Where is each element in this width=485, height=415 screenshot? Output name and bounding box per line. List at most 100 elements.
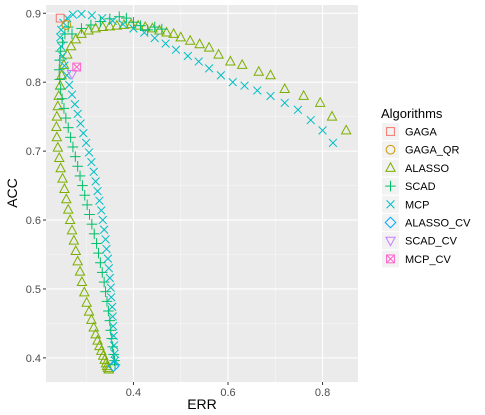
point-mcp (118, 20, 128, 29)
point-scad (106, 333, 117, 344)
point-alasso (53, 151, 65, 162)
y-axis-ticks: 0.4 0.5 0.6 0.7 0.8 0.9 (26, 8, 46, 365)
data-points (50, 9, 352, 374)
point-mcp (101, 235, 110, 244)
major-gridlines (46, 5, 358, 382)
legend-label-gaga: GAGA (405, 127, 437, 139)
point-mcp (107, 302, 117, 312)
y-tick-label: 0.9 (26, 8, 41, 20)
point-mcp (293, 105, 303, 115)
point-scad (53, 64, 65, 76)
point-scad (156, 23, 168, 35)
point-mcp (87, 157, 96, 167)
point-mcp (240, 81, 249, 90)
point-scad (91, 238, 102, 249)
point-alasso (253, 65, 265, 76)
point-alasso (74, 265, 86, 276)
point-mcp (55, 33, 65, 42)
point-scad (74, 170, 86, 182)
point-alasso (58, 182, 70, 193)
point-alasso (340, 124, 352, 135)
point-scad (59, 28, 71, 40)
point-mcp (64, 80, 74, 90)
point-alasso (298, 89, 310, 100)
point-mcp (109, 341, 119, 350)
legend-key-bg-scad-cv (382, 232, 399, 250)
point-scad (70, 151, 81, 162)
point-mcp (108, 312, 117, 321)
legend-key-mcp-cv (386, 254, 395, 264)
point-alasso (326, 110, 338, 121)
point-mcp (62, 71, 72, 80)
point-alasso (65, 40, 77, 51)
point-alasso (76, 27, 87, 38)
point-alasso (52, 141, 64, 152)
point-mcp (318, 126, 327, 135)
point-scad (62, 21, 74, 33)
point-scad (113, 11, 125, 23)
point-scad (57, 36, 68, 48)
point-mcp (280, 98, 289, 108)
point-alasso (70, 244, 82, 255)
point-mcp (183, 51, 193, 61)
point-scad (77, 180, 88, 191)
legend-label-mcp-cv: MCP_CV (405, 254, 452, 266)
point-scad-cv (66, 69, 78, 81)
legend-key-gaga-qr (385, 144, 396, 155)
point-scad (103, 305, 114, 317)
point-mcp (103, 254, 113, 263)
point-alasso (97, 349, 109, 360)
legend-title: Algorithms (381, 106, 443, 121)
y-tick-label: 0.4 (26, 353, 41, 365)
point-alasso (90, 22, 102, 33)
point-mcp (81, 138, 91, 148)
y-tick-label: 0.6 (26, 215, 41, 227)
point-mcp (97, 206, 106, 215)
point-mcp (56, 42, 66, 51)
point-alasso (314, 96, 326, 107)
point-mcp (328, 138, 338, 148)
point-mcp (228, 77, 237, 87)
point-mcp (58, 51, 67, 61)
point-scad (72, 160, 83, 172)
point-alasso (203, 41, 215, 52)
legend-label-mcp: MCP (405, 199, 429, 211)
legend-key-bg-gaga-qr (382, 141, 399, 159)
point-alasso (70, 33, 82, 44)
point-mcp (97, 13, 107, 23)
point-alasso (111, 19, 123, 30)
legend-key-scad-cv (385, 236, 396, 247)
point-mcp (99, 225, 109, 234)
point-mcp (98, 215, 107, 225)
point-scad (84, 209, 95, 220)
point-mcp (161, 39, 170, 48)
point-scad (95, 257, 106, 269)
point-scad (104, 315, 116, 326)
point-mcp (171, 45, 181, 55)
point-alasso (236, 58, 248, 69)
point-alasso (118, 18, 130, 29)
x-axis-title: ERR (187, 396, 217, 412)
point-alasso (168, 27, 180, 38)
point-scad (93, 247, 104, 259)
point-mcp (60, 61, 69, 70)
legend-label-gaga-qr: GAGA_QR (405, 145, 459, 157)
point-scad (67, 141, 79, 153)
point-alasso (51, 110, 63, 121)
point-scad (65, 132, 76, 143)
point-scad (101, 296, 113, 307)
legend-key-bg-alasso-cv (382, 214, 399, 231)
legend-key-mcp (386, 200, 395, 209)
legend-label-alasso-cv: ALASSO_CV (405, 218, 471, 230)
point-gaga (55, 13, 65, 23)
point-mcp (150, 33, 159, 43)
point-alasso (76, 275, 88, 287)
point-scad (104, 13, 116, 25)
point-alasso (68, 234, 80, 245)
point-alasso (55, 162, 67, 173)
point-alasso (50, 120, 62, 131)
point-mcp (91, 177, 100, 186)
point-mcp (306, 115, 315, 125)
point-mcp (109, 331, 118, 341)
